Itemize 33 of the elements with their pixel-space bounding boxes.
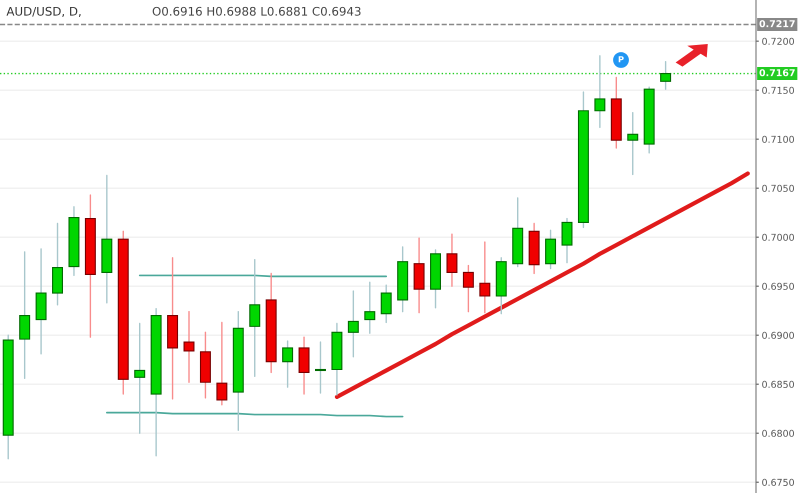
candlestick bbox=[380, 284, 392, 324]
y-tick-label: 0.7150 bbox=[762, 86, 794, 94]
candlestick bbox=[446, 234, 458, 287]
candlestick bbox=[562, 218, 572, 264]
candlestick bbox=[314, 341, 326, 394]
y-tick-label: 0.6850 bbox=[762, 380, 794, 388]
candlestick bbox=[462, 264, 474, 312]
candlestick bbox=[282, 340, 294, 388]
ref-line-label: 0.7217 bbox=[759, 20, 795, 28]
y-tick-label: 0.6750 bbox=[762, 478, 794, 486]
candlestick bbox=[660, 61, 672, 90]
candlestick bbox=[249, 259, 260, 378]
y-tick-label: 0.7100 bbox=[762, 136, 794, 143]
y-tick-label: 0.7050 bbox=[762, 184, 794, 192]
candlestick bbox=[364, 282, 376, 334]
y-tick-label: 0.7000 bbox=[762, 234, 794, 241]
candlestick bbox=[134, 322, 146, 434]
candlestick bbox=[627, 112, 638, 176]
candlestick bbox=[348, 290, 359, 358]
candlestick bbox=[216, 322, 228, 406]
y-tick-label: 0.6900 bbox=[762, 332, 794, 339]
text: AUD/USD, D, bbox=[6, 6, 81, 17]
annotation: P bbox=[618, 56, 624, 62]
line-series bbox=[334, 171, 750, 400]
candlestick bbox=[184, 310, 194, 383]
annotation: O0.6916 H0.6988 L0.6881 C0.6943 bbox=[152, 6, 361, 16]
candlestick bbox=[479, 241, 490, 314]
ref-line-label: 0.7167 bbox=[759, 69, 795, 76]
y-tick-label: 0.6950 bbox=[762, 282, 794, 290]
candlestick bbox=[19, 251, 30, 380]
y-tick-label: 0.7200 bbox=[762, 38, 794, 45]
y-tick-label: 0.6800 bbox=[762, 430, 794, 437]
candlestick bbox=[594, 55, 606, 128]
